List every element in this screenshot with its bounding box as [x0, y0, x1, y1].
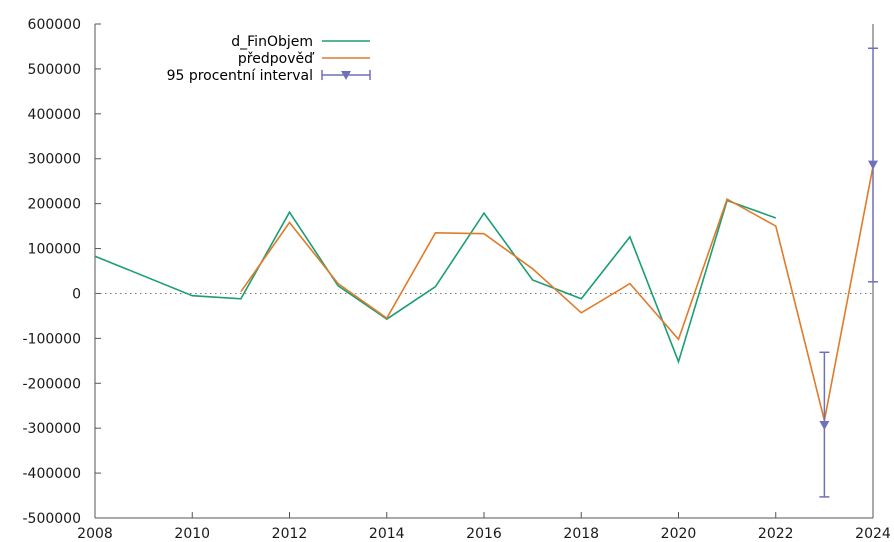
x-tick-label: 2022: [758, 526, 794, 542]
x-tick-label: 2020: [661, 526, 697, 542]
legend-label-1: d_FinObjem: [231, 34, 313, 50]
interval-point-1: [819, 421, 830, 431]
series-line-2: [240, 166, 874, 421]
y-tick-label: -300000: [23, 421, 82, 437]
series-line-1: [94, 199, 777, 365]
interval-point-2: [868, 160, 878, 170]
y-tick-label: 400000: [28, 107, 81, 123]
legend-swatch-marker: [341, 71, 351, 80]
x-tick-label: 2012: [272, 526, 308, 542]
y-axis: -500000 -400000 -300000 -200000 -100000 0 1000…: [23, 17, 101, 527]
x-tick-label: 2014: [369, 526, 405, 542]
y-tick-label: 0: [72, 286, 81, 302]
interval-layer: [819, 47, 878, 498]
y-tick-label: -100000: [23, 331, 82, 347]
x-tick-label: 2010: [174, 526, 210, 542]
legend-label-3: 95 procentní interval: [167, 68, 313, 84]
y-tick-label: -200000: [23, 376, 82, 392]
x-tick-label: 2018: [563, 526, 599, 542]
x-tick-label: 2016: [466, 526, 502, 542]
plot-frame: [94, 24, 874, 519]
x-tick-label: 2024: [855, 526, 891, 542]
series-layer: [94, 166, 874, 421]
x-tick-label: 2008: [77, 526, 113, 542]
y-tick-label: 200000: [28, 197, 81, 213]
y-tick-label: -500000: [23, 511, 82, 527]
y-tick-label: 100000: [28, 242, 81, 258]
legend-label-2: předpověď: [238, 51, 315, 67]
y-tick-label: 500000: [28, 62, 81, 78]
y-tick-label: 600000: [28, 17, 81, 33]
y-tick-label: -400000: [23, 466, 82, 482]
x-axis: 2008 2010 2012 2014 2016 2018 2020 2022 2024: [77, 512, 891, 542]
y-tick-label: 300000: [28, 152, 81, 168]
